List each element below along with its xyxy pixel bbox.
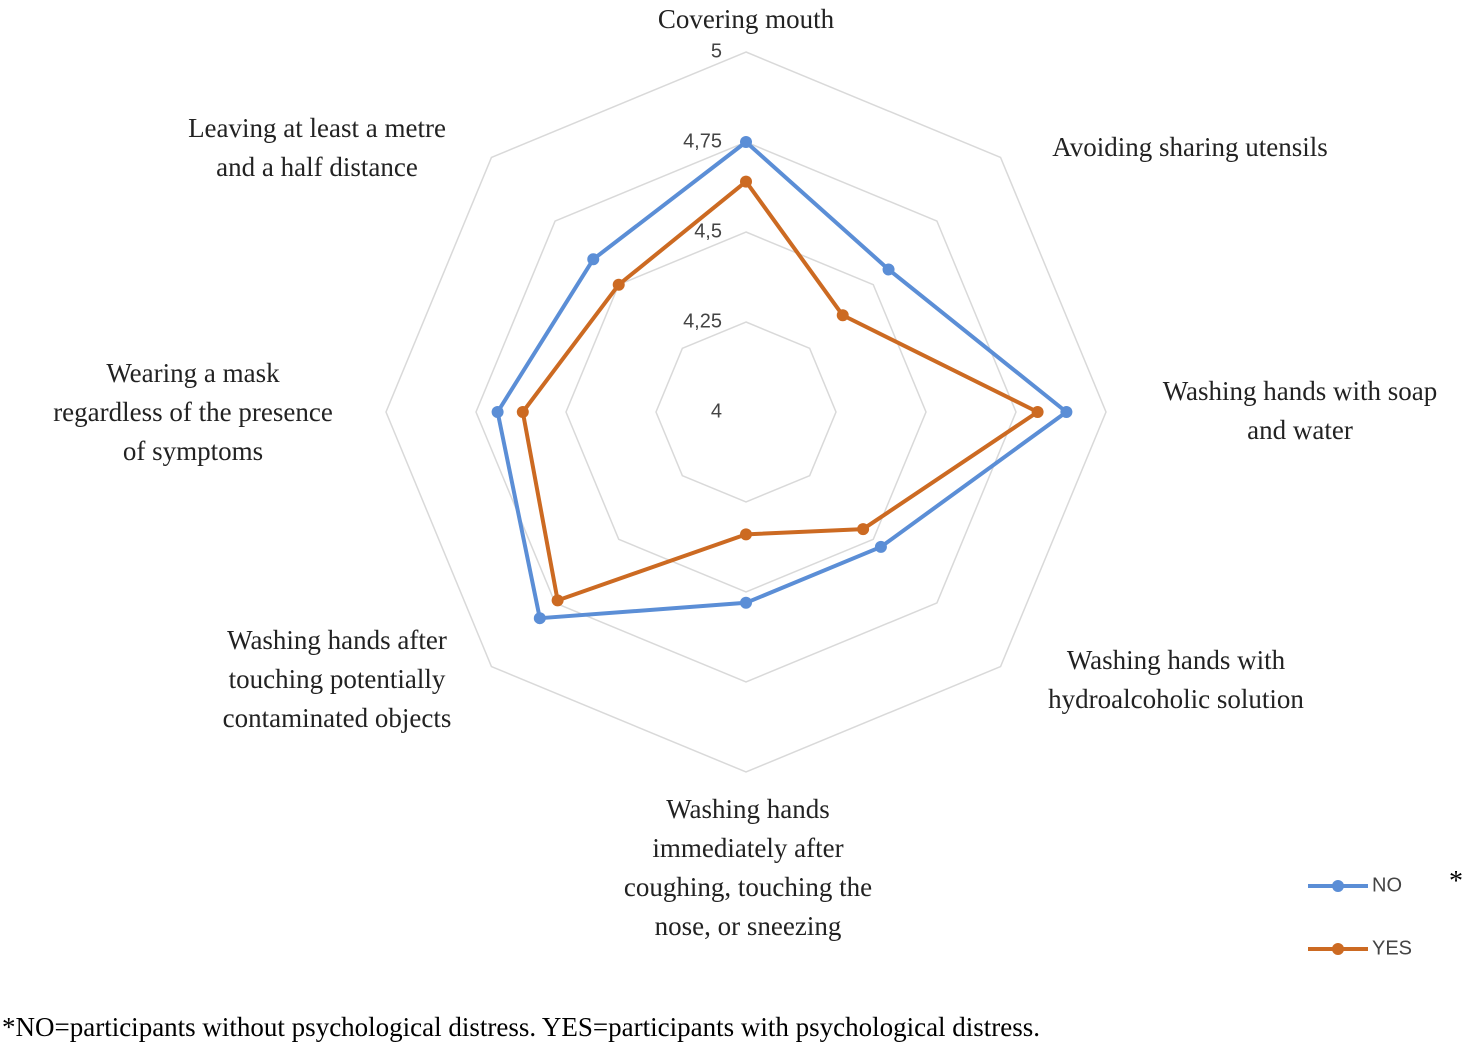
data-point bbox=[740, 175, 752, 188]
data-point bbox=[740, 136, 752, 148]
data-point bbox=[612, 278, 625, 291]
series-line bbox=[495, 140, 1069, 621]
category-label: Wearing a mask regardless of the presenc… bbox=[53, 358, 333, 466]
data-point bbox=[740, 528, 752, 541]
tick-label: 5 bbox=[711, 40, 722, 62]
data-point bbox=[533, 612, 546, 625]
tick-label: 4,75 bbox=[683, 130, 722, 152]
series-line bbox=[520, 179, 1040, 603]
category-label: Washing hands with hydroalcoholic soluti… bbox=[1048, 645, 1304, 714]
data-point bbox=[491, 406, 504, 418]
grid-ring bbox=[385, 51, 1107, 773]
category-label: Avoiding sharing utensils bbox=[1052, 132, 1328, 162]
category-label: Washing hands with soap and water bbox=[1162, 376, 1438, 445]
legend-label: NO bbox=[1372, 874, 1402, 896]
tick-label: 4,25 bbox=[683, 310, 722, 332]
tick-label: 4,5 bbox=[694, 220, 722, 242]
data-point bbox=[516, 406, 529, 418]
tick-label: 4 bbox=[711, 400, 722, 422]
grid-ring bbox=[475, 141, 1017, 683]
legend-label: YES bbox=[1372, 937, 1412, 959]
data-point bbox=[857, 523, 870, 536]
data-point bbox=[1031, 406, 1044, 418]
legend-marker bbox=[1332, 880, 1344, 892]
data-point bbox=[874, 540, 887, 553]
category-label: Leaving at least a metre and a half dist… bbox=[188, 113, 446, 182]
data-point bbox=[740, 596, 752, 609]
legend-marker bbox=[1332, 943, 1344, 955]
data-point bbox=[882, 263, 895, 276]
footnote: *NO=participants without psychological d… bbox=[2, 1012, 1041, 1042]
grid-ring bbox=[655, 321, 837, 503]
legend-note: * bbox=[1449, 866, 1463, 897]
data-point bbox=[587, 253, 600, 266]
data-point bbox=[1060, 406, 1073, 418]
data-point bbox=[551, 594, 564, 607]
category-label: Washing hands after touching potentially… bbox=[222, 625, 452, 733]
grid-ring bbox=[565, 231, 927, 593]
data-point bbox=[836, 309, 849, 322]
category-label: Covering mouth bbox=[657, 4, 835, 34]
category-label: Washing hands immediately after coughing… bbox=[623, 794, 873, 941]
